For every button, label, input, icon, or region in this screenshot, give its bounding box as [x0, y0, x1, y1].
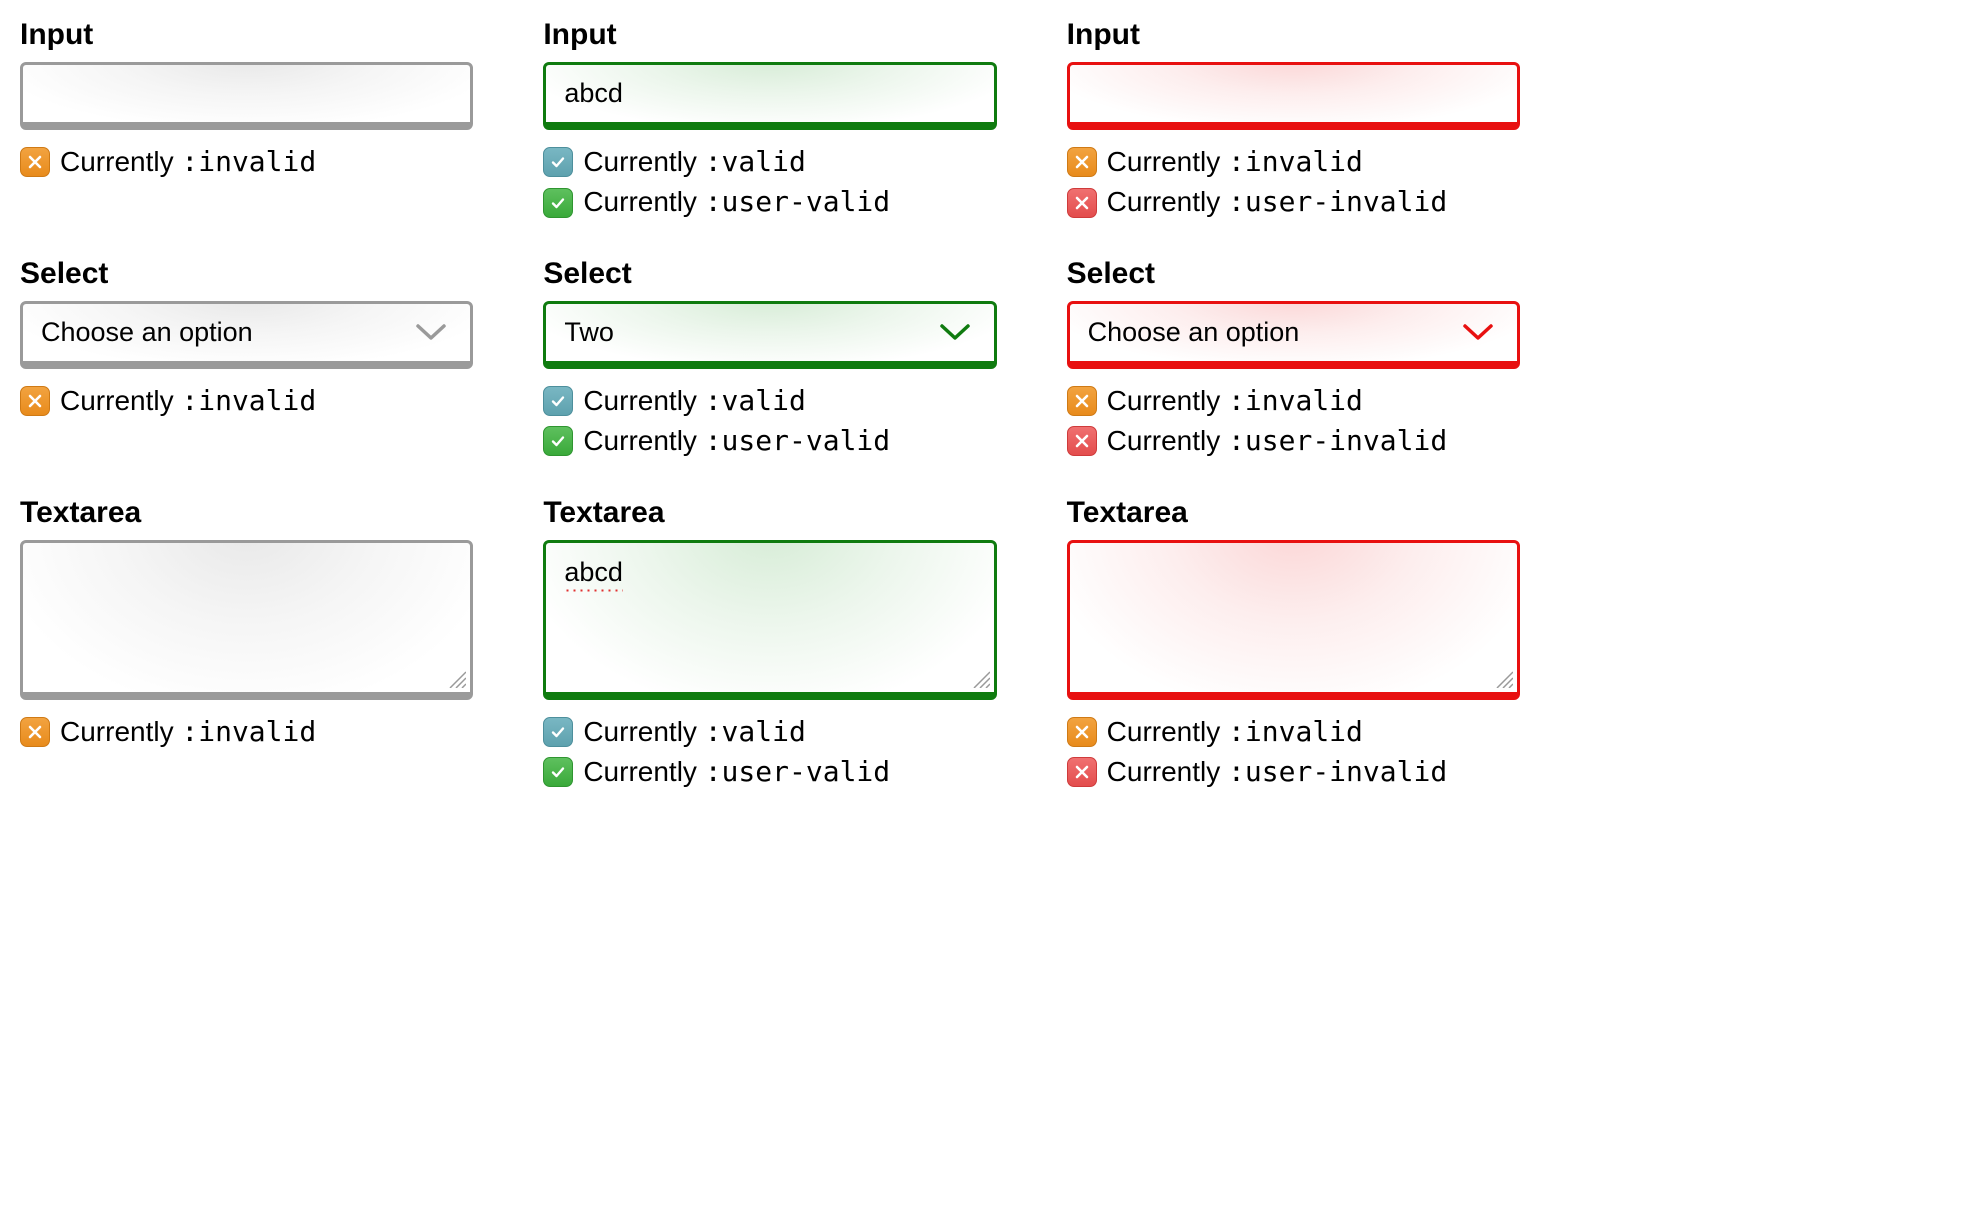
chevron-down-icon: [1461, 321, 1495, 343]
status-list: Currently :valid Currently :user-valid: [543, 714, 996, 791]
status-text: Currently :valid: [583, 383, 806, 419]
label-textarea: Textarea: [20, 496, 473, 530]
label-input: Input: [543, 18, 996, 52]
chevron-down-icon: [414, 321, 448, 343]
status-text: Currently :valid: [583, 714, 806, 750]
status-user-valid: Currently :user-valid: [543, 184, 996, 220]
status-list: Currently :invalid: [20, 144, 473, 180]
status-text: Currently :invalid: [1107, 714, 1363, 750]
status-text: Currently :invalid: [60, 383, 316, 419]
status-invalid: Currently :invalid: [20, 714, 473, 750]
status-list: Currently :invalid: [20, 714, 473, 750]
status-text: Currently :invalid: [60, 714, 316, 750]
check-icon: [543, 757, 573, 787]
label-select: Select: [20, 257, 473, 291]
select-value: Two: [564, 317, 614, 348]
status-user-valid: Currently :user-valid: [543, 423, 996, 459]
textarea-value: abcd: [564, 557, 623, 588]
x-icon: [1067, 188, 1097, 218]
resize-grip-icon[interactable]: [446, 668, 466, 688]
cell-textarea-valid: Textarea abcd Currently :valid Currently: [543, 496, 996, 791]
status-invalid: Currently :invalid: [1067, 144, 1520, 180]
select-neutral[interactable]: Choose an option: [20, 301, 473, 369]
check-icon: [543, 717, 573, 747]
textarea-invalid[interactable]: [1067, 540, 1520, 700]
status-text: Currently :invalid: [1107, 144, 1363, 180]
form-states-grid: Input Currently :invalid Input abcd Curr…: [20, 18, 1520, 790]
label-textarea: Textarea: [543, 496, 996, 530]
input-neutral[interactable]: [20, 62, 473, 130]
status-text: Currently :user-valid: [583, 754, 890, 790]
input-value: abcd: [564, 78, 623, 109]
status-list: Currently :invalid: [20, 383, 473, 419]
cell-textarea-neutral: Textarea Currently :invalid: [20, 496, 473, 791]
resize-grip-icon[interactable]: [1493, 668, 1513, 688]
select-value: Choose an option: [1088, 317, 1300, 348]
status-valid: Currently :valid: [543, 144, 996, 180]
status-list: Currently :invalid Currently :user-inval…: [1067, 144, 1520, 221]
cell-input-invalid: Input Currently :invalid Currently :user…: [1067, 18, 1520, 221]
x-icon: [1067, 426, 1097, 456]
status-user-invalid: Currently :user-invalid: [1067, 754, 1520, 790]
status-invalid: Currently :invalid: [20, 144, 473, 180]
status-list: Currently :valid Currently :user-valid: [543, 144, 996, 221]
check-icon: [543, 147, 573, 177]
check-icon: [543, 386, 573, 416]
input-invalid[interactable]: [1067, 62, 1520, 130]
status-valid: Currently :valid: [543, 714, 996, 750]
status-text: Currently :valid: [583, 144, 806, 180]
label-input: Input: [20, 18, 473, 52]
status-user-invalid: Currently :user-invalid: [1067, 423, 1520, 459]
textarea-neutral[interactable]: [20, 540, 473, 700]
label-select: Select: [543, 257, 996, 291]
status-invalid: Currently :invalid: [20, 383, 473, 419]
status-text: Currently :invalid: [60, 144, 316, 180]
cell-select-valid: Select Two Currently :valid Currently :u…: [543, 257, 996, 460]
status-text: Currently :user-invalid: [1107, 423, 1448, 459]
status-valid: Currently :valid: [543, 383, 996, 419]
label-select: Select: [1067, 257, 1520, 291]
check-icon: [543, 188, 573, 218]
cell-input-neutral: Input Currently :invalid: [20, 18, 473, 221]
status-user-invalid: Currently :user-invalid: [1067, 184, 1520, 220]
x-icon: [1067, 757, 1097, 787]
status-list: Currently :valid Currently :user-valid: [543, 383, 996, 460]
status-text: Currently :user-valid: [583, 423, 890, 459]
chevron-down-icon: [938, 321, 972, 343]
status-list: Currently :invalid Currently :user-inval…: [1067, 714, 1520, 791]
x-icon: [1067, 147, 1097, 177]
textarea-valid[interactable]: abcd: [543, 540, 996, 700]
x-icon: [1067, 386, 1097, 416]
label-textarea: Textarea: [1067, 496, 1520, 530]
status-list: Currently :invalid Currently :user-inval…: [1067, 383, 1520, 460]
x-icon: [20, 386, 50, 416]
status-text: Currently :user-invalid: [1107, 184, 1448, 220]
select-value: Choose an option: [41, 317, 253, 348]
x-icon: [1067, 717, 1097, 747]
status-invalid: Currently :invalid: [1067, 714, 1520, 750]
status-user-valid: Currently :user-valid: [543, 754, 996, 790]
cell-select-invalid: Select Choose an option Currently :inval…: [1067, 257, 1520, 460]
status-text: Currently :user-valid: [583, 184, 890, 220]
cell-input-valid: Input abcd Currently :valid Currently :u…: [543, 18, 996, 221]
select-invalid[interactable]: Choose an option: [1067, 301, 1520, 369]
cell-textarea-invalid: Textarea Currently :invalid Currently :u: [1067, 496, 1520, 791]
label-input: Input: [1067, 18, 1520, 52]
status-invalid: Currently :invalid: [1067, 383, 1520, 419]
resize-grip-icon[interactable]: [970, 668, 990, 688]
status-text: Currently :user-invalid: [1107, 754, 1448, 790]
select-valid[interactable]: Two: [543, 301, 996, 369]
x-icon: [20, 147, 50, 177]
status-text: Currently :invalid: [1107, 383, 1363, 419]
input-valid[interactable]: abcd: [543, 62, 996, 130]
x-icon: [20, 717, 50, 747]
cell-select-neutral: Select Choose an option Currently :inval…: [20, 257, 473, 460]
check-icon: [543, 426, 573, 456]
